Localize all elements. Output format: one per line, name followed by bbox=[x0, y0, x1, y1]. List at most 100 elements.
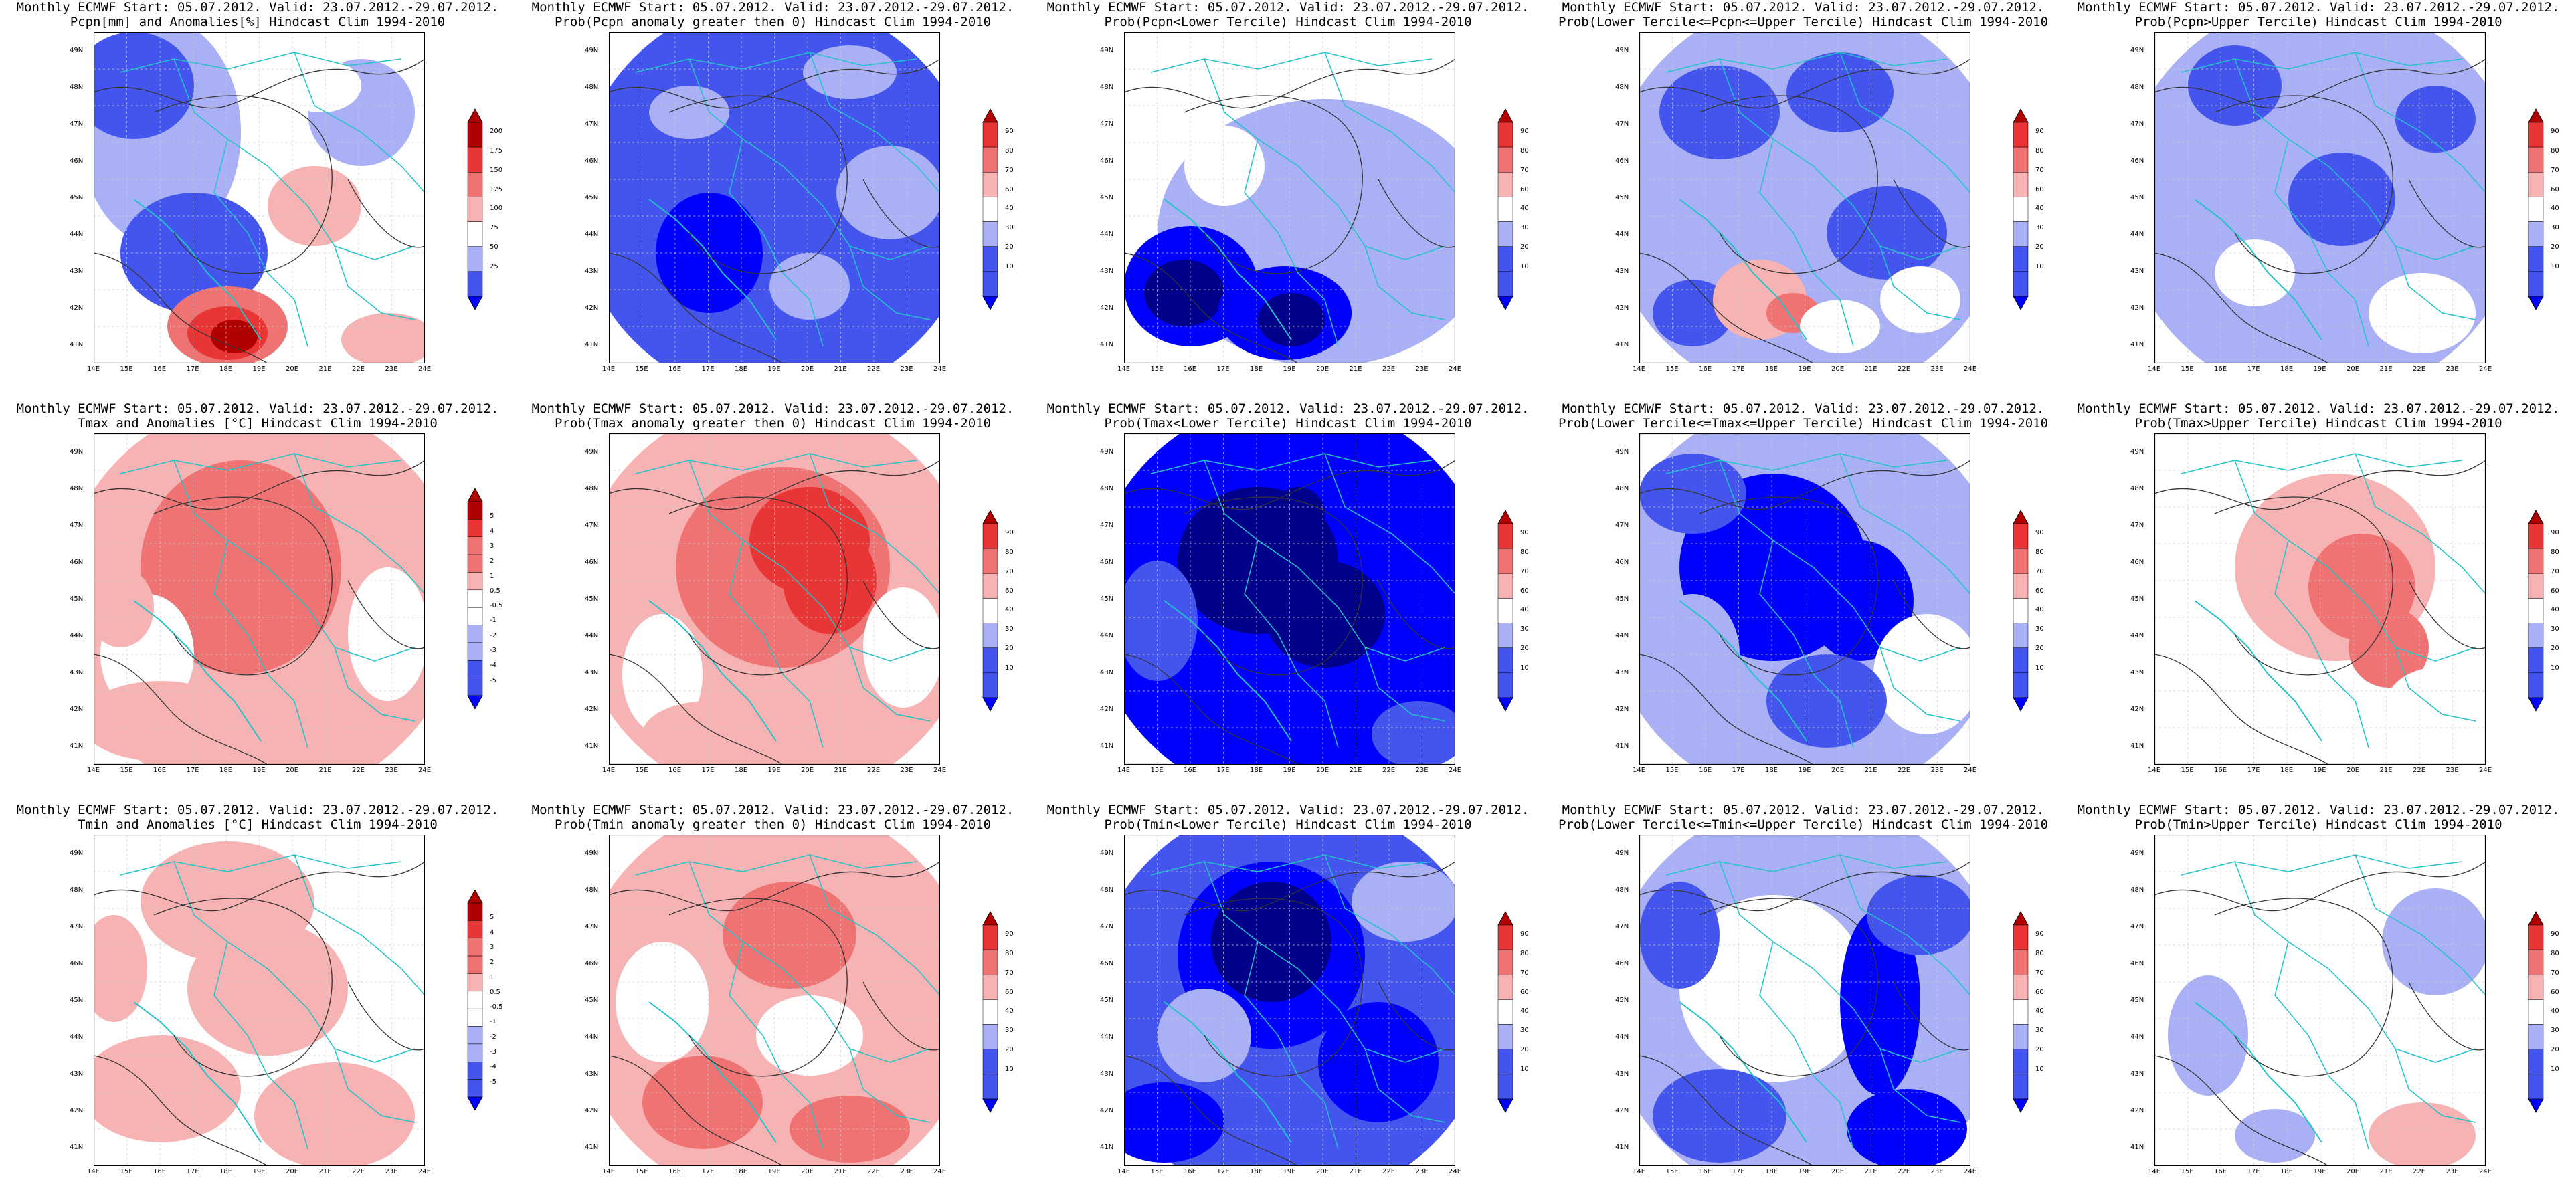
legend-swatch bbox=[467, 271, 483, 297]
contour-line bbox=[862, 179, 940, 248]
x-tick-label: 24E bbox=[2479, 365, 2492, 373]
legend-swatch bbox=[2013, 271, 2029, 297]
country-border bbox=[1204, 58, 1446, 260]
x-tick-label: 14E bbox=[87, 1168, 100, 1175]
x-tick-label: 18E bbox=[1765, 767, 1778, 774]
y-tick-label: 45N bbox=[2130, 193, 2144, 201]
x-tick-label: 15E bbox=[2181, 1168, 2194, 1175]
legend-tick-label: 70 bbox=[1005, 567, 1014, 575]
legend-swatch bbox=[2013, 146, 2029, 173]
x-tick-label: 22E bbox=[867, 767, 881, 774]
x-tick-label: 24E bbox=[933, 1168, 947, 1175]
coastline bbox=[1679, 1001, 1807, 1143]
legend-tick-label: -3 bbox=[490, 647, 496, 655]
x-tick-label: 24E bbox=[933, 365, 947, 373]
shaded-region bbox=[1258, 293, 1325, 346]
contour-line bbox=[609, 654, 784, 765]
legend-tick-label: -0.5 bbox=[490, 1003, 503, 1011]
legend-tick-label: 90 bbox=[2035, 127, 2044, 135]
legend-tick-label: 80 bbox=[1520, 949, 1529, 957]
legend-tick-label: 60 bbox=[1520, 988, 1529, 996]
x-tick-label: 24E bbox=[2479, 767, 2492, 774]
country-border bbox=[729, 138, 824, 347]
legend-tick-label: 10 bbox=[1520, 263, 1529, 271]
legend-swatch bbox=[982, 623, 998, 648]
y-tick-label: 41N bbox=[585, 1143, 599, 1151]
map-frame bbox=[2154, 835, 2486, 1166]
shaded-region bbox=[2235, 1109, 2315, 1163]
y-tick-label: 49N bbox=[2130, 447, 2144, 456]
legend-tick-label: 30 bbox=[2551, 625, 2559, 633]
x-tick-label: 14E bbox=[1117, 1168, 1131, 1175]
x-tick-label: 19E bbox=[252, 365, 266, 373]
x-tick-label: 15E bbox=[1665, 767, 1679, 774]
legend-tick-label: -0.5 bbox=[490, 602, 503, 610]
shaded-region bbox=[649, 86, 729, 139]
legend-tick-label: 10 bbox=[1005, 664, 1014, 672]
map-plot bbox=[609, 433, 940, 765]
x-tick-label: 14E bbox=[602, 767, 616, 774]
legend-tick-label: 40 bbox=[1520, 205, 1529, 213]
y-tick-label: 46N bbox=[2130, 558, 2144, 566]
x-tick-label: 16E bbox=[153, 767, 167, 774]
map-panel: Monthly ECMWF Start: 05.07.2012. Valid: … bbox=[1546, 0, 2061, 401]
legend-swatch bbox=[1497, 999, 1513, 1025]
y-tick-label: 41N bbox=[70, 1143, 84, 1151]
legend-tick-label: 30 bbox=[1520, 1027, 1529, 1035]
panel-title-line2: Prob(Tmax anomaly greater then 0) Hindca… bbox=[554, 416, 992, 431]
x-tick-label: 15E bbox=[635, 365, 648, 373]
x-tick-label: 18E bbox=[2280, 365, 2294, 373]
coastline bbox=[133, 1001, 262, 1143]
legend-tick-label: 70 bbox=[2035, 969, 2044, 977]
x-tick-label: 17E bbox=[1216, 1168, 1230, 1175]
y-tick-label: 49N bbox=[585, 447, 599, 456]
legend-tick-label: 60 bbox=[2551, 185, 2559, 193]
legend-arrow-bottom bbox=[982, 697, 998, 712]
legend-swatch bbox=[2528, 523, 2544, 549]
y-tick-label: 44N bbox=[1615, 230, 1629, 238]
legend-swatch bbox=[467, 955, 483, 974]
y-tick-label: 42N bbox=[585, 1106, 599, 1114]
x-tick-label: 17E bbox=[701, 365, 715, 373]
x-tick-label: 23E bbox=[1415, 365, 1429, 373]
shaded-region bbox=[2154, 634, 2235, 741]
country-border bbox=[1204, 861, 1446, 1063]
y-tick-label: 47N bbox=[585, 521, 599, 529]
shaded-region bbox=[1679, 895, 1867, 1082]
y-tick-label: 49N bbox=[1615, 46, 1629, 54]
x-tick-label: 22E bbox=[1898, 767, 1911, 774]
legend-swatch bbox=[982, 975, 998, 1000]
x-tick-label: 19E bbox=[1283, 767, 1296, 774]
country-border bbox=[1719, 861, 1961, 1063]
contour-line bbox=[94, 460, 425, 510]
legend-tick-label: 60 bbox=[2035, 587, 2044, 595]
legend-swatch bbox=[1497, 1049, 1513, 1075]
map-panel: Monthly ECMWF Start: 05.07.2012. Valid: … bbox=[515, 0, 1030, 401]
color-legend bbox=[2013, 108, 2029, 310]
x-tick-label: 19E bbox=[1283, 365, 1296, 373]
y-tick-label: 45N bbox=[70, 595, 84, 603]
y-tick-label: 42N bbox=[585, 304, 599, 312]
legend-swatch bbox=[467, 625, 483, 643]
x-tick-label: 23E bbox=[900, 365, 913, 373]
shaded-region bbox=[2168, 975, 2248, 1096]
legend-tick-label: 60 bbox=[2035, 185, 2044, 193]
legend-swatch bbox=[2528, 146, 2544, 173]
x-tick-label: 23E bbox=[900, 767, 913, 774]
contour-line bbox=[1184, 898, 1363, 1077]
legend-tick-label: -2 bbox=[490, 1033, 496, 1041]
x-tick-label: 20E bbox=[801, 1168, 814, 1175]
legend-tick-label: 80 bbox=[1520, 548, 1529, 556]
y-tick-label: 48N bbox=[585, 83, 599, 91]
legend-swatch bbox=[2013, 523, 2029, 549]
coastline bbox=[2194, 600, 2322, 742]
country-border bbox=[729, 941, 824, 1150]
x-tick-label: 23E bbox=[2446, 1168, 2459, 1175]
y-tick-label: 41N bbox=[1615, 340, 1629, 348]
legend-swatch bbox=[982, 146, 998, 173]
legend-tick-label: 30 bbox=[1520, 224, 1529, 232]
legend-swatch bbox=[982, 647, 998, 674]
color-legend bbox=[982, 911, 998, 1113]
country-border bbox=[849, 647, 931, 722]
legend-arrow-top bbox=[982, 510, 998, 524]
